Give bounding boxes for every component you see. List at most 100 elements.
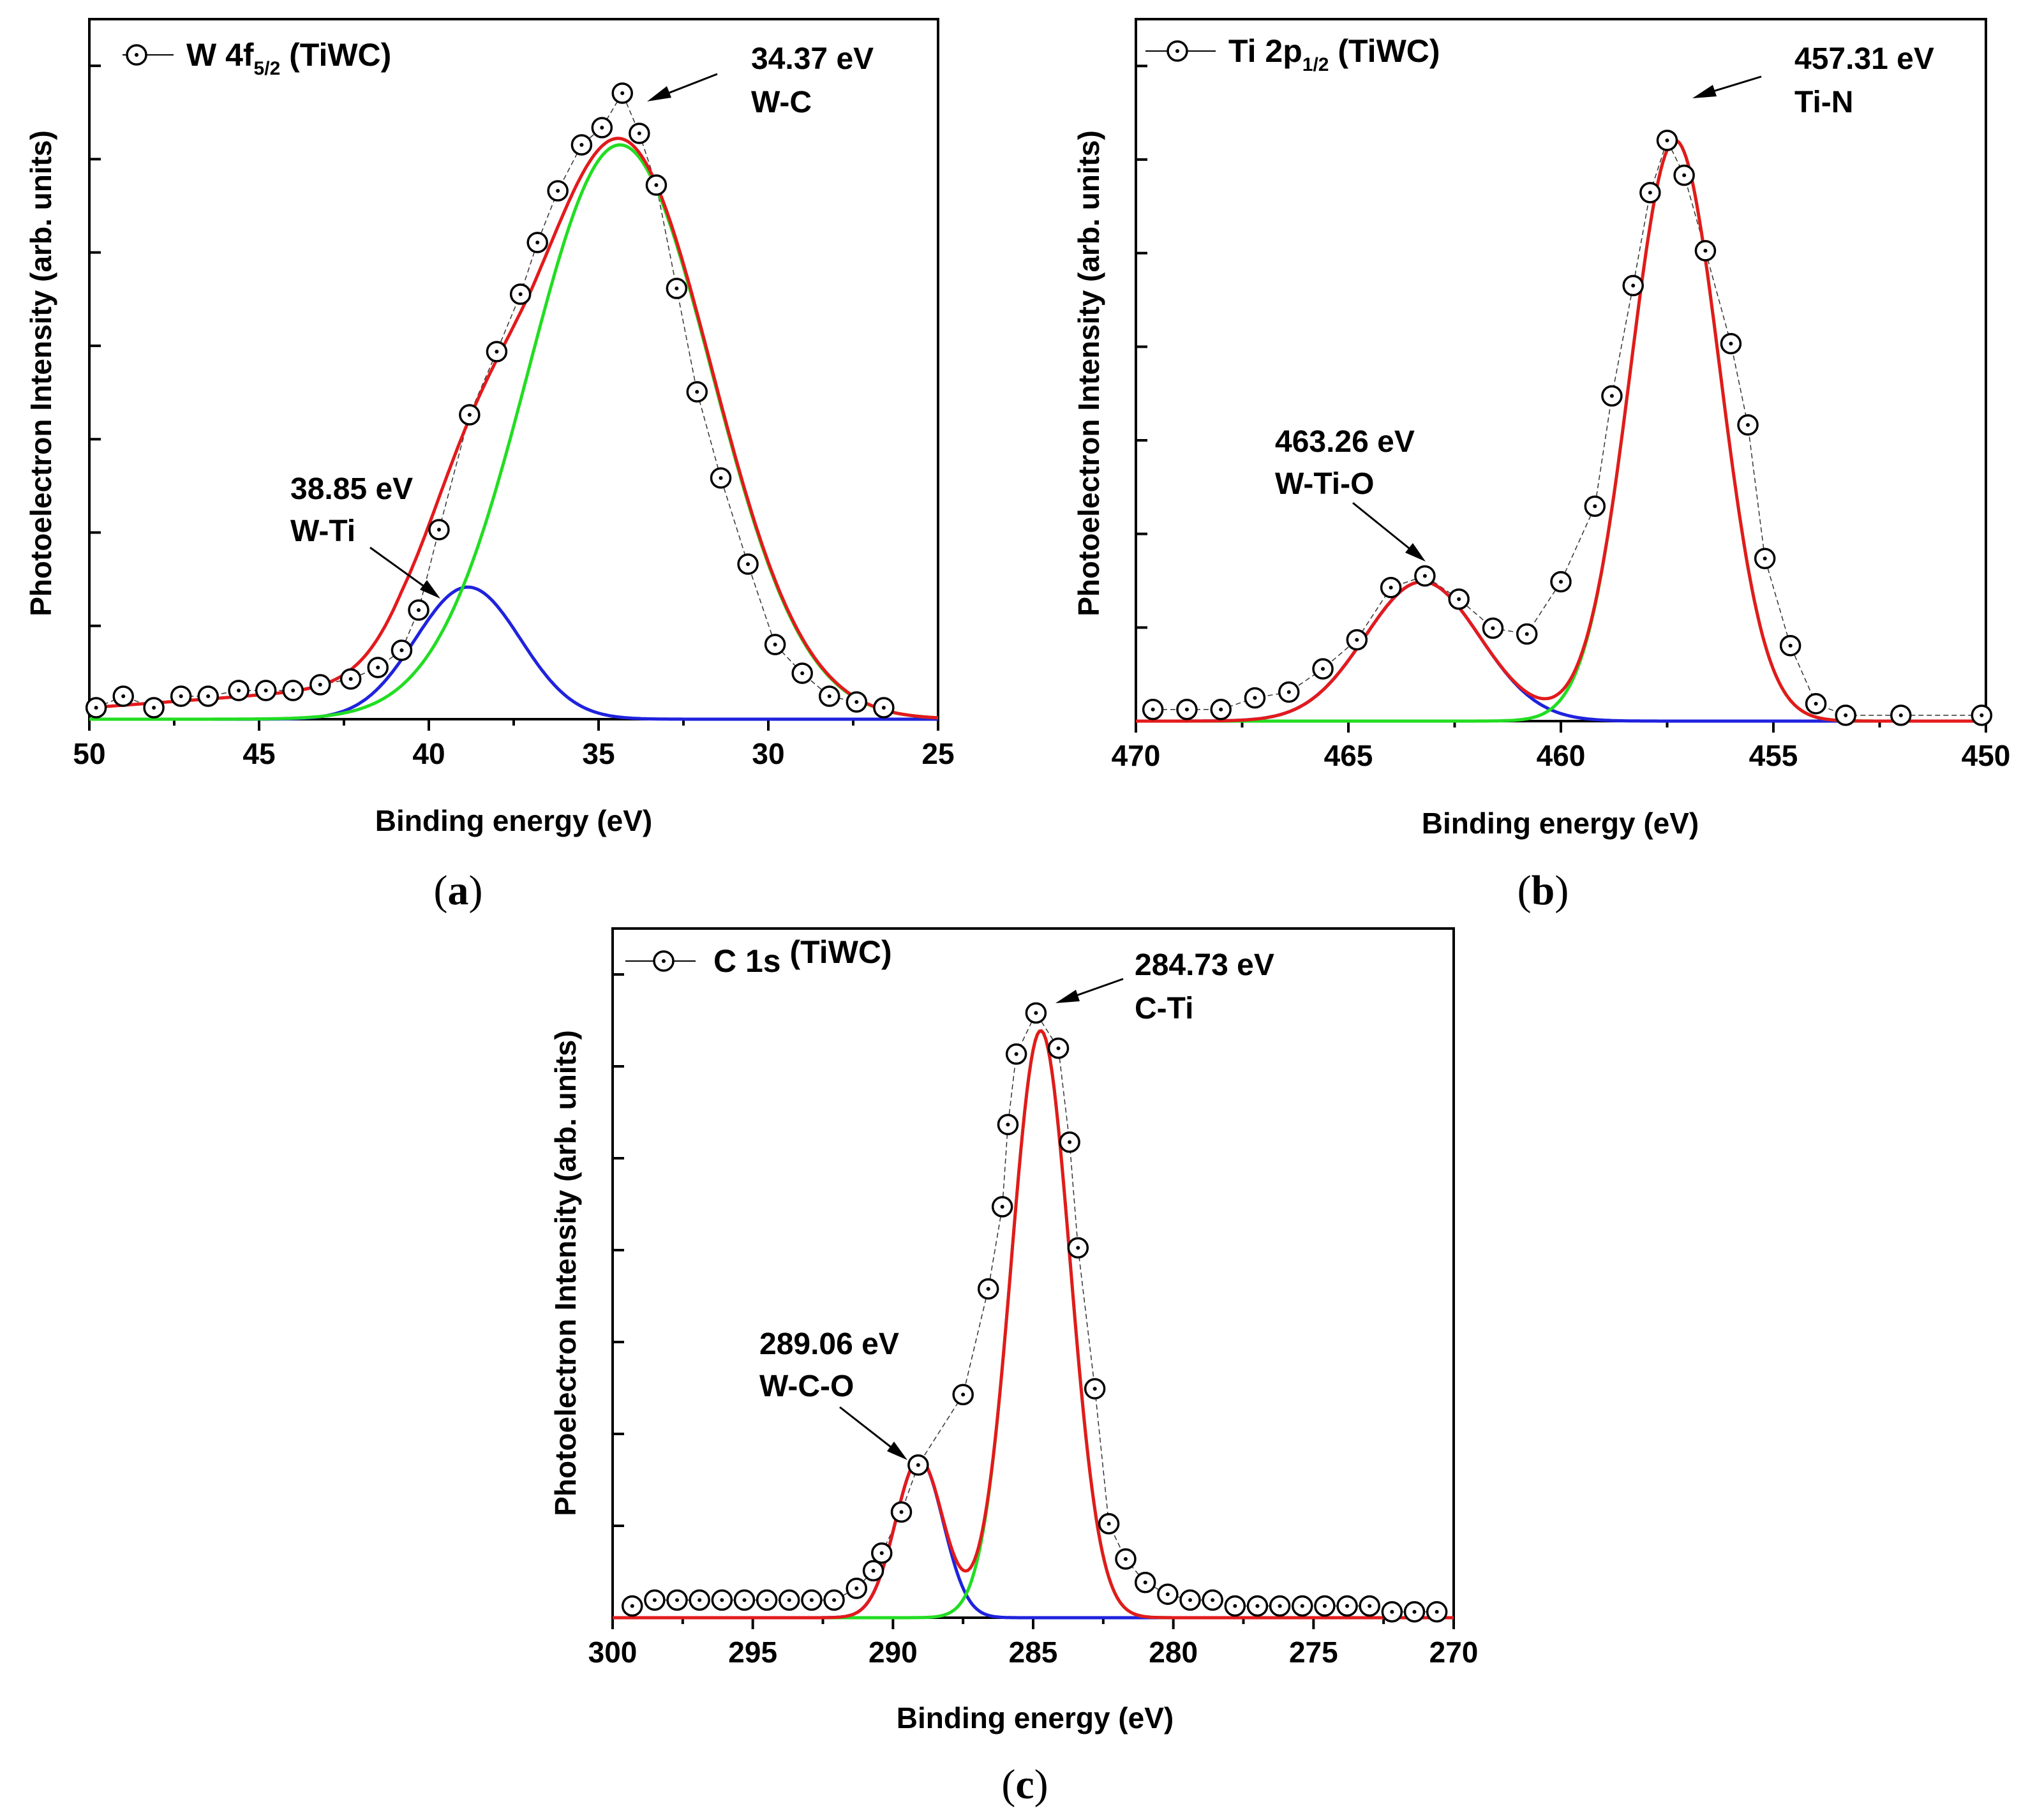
x-tick-label: 35 [582, 737, 615, 770]
data-point [977, 1278, 999, 1300]
annotation-label: W-C-O [759, 1369, 854, 1403]
data-point [666, 278, 688, 299]
data-point-dot [535, 241, 540, 244]
data-point [547, 180, 569, 202]
measured-guide-line [96, 92, 884, 708]
data-point [1025, 1002, 1047, 1024]
data-point-dot [1107, 1521, 1111, 1526]
data-point-dot [832, 1598, 837, 1602]
annotation-value: 457.31 eV [1794, 42, 1934, 76]
data-point [666, 1589, 688, 1611]
main-component-curve [1136, 138, 1986, 723]
data-point [228, 680, 250, 701]
x-tick-label: 40 [412, 737, 445, 770]
annotation-w-ti-o: 463.26 eV W-Ti-O [1275, 425, 1426, 562]
data-point-dot [1788, 643, 1793, 648]
plot-frame [611, 927, 1455, 1619]
panel-c: 300 295 290 285 280 275 270 Binding energy (eV… [549, 927, 1478, 1808]
data-point [1292, 1595, 1313, 1617]
data-point-dot [1322, 1604, 1327, 1608]
data-point-dot [1412, 1609, 1417, 1614]
data-point [1336, 1595, 1358, 1617]
data-point [1694, 240, 1717, 262]
annotation-arrow-head [647, 86, 671, 101]
panel-b: 470 465 460 455 450 Binding energy (eV) Phot… [1072, 18, 2011, 914]
data-point-dot [1068, 1140, 1072, 1144]
x-axis-label: Binding energy (eV) [375, 804, 652, 837]
annotation-arrow-head [1055, 990, 1080, 1003]
legend-label: C 1s (TiWC) [713, 934, 892, 979]
legend-marker-dot [135, 53, 138, 57]
legend-suffix: (TiWC) [781, 934, 892, 970]
data-point [1971, 705, 1993, 726]
data-point [1380, 576, 1402, 599]
y-ticks [613, 973, 624, 1527]
total-fit-curve [613, 1029, 1454, 1620]
data-point-dot [1746, 422, 1750, 427]
data-point [1482, 617, 1504, 639]
data-point-dot [1368, 1604, 1372, 1608]
data-point-dot [1525, 632, 1529, 636]
panel-a: 50 45 40 35 30 25 Binding energy (eV) Photoel… [24, 18, 955, 914]
annotation-arrow-head [1692, 85, 1717, 98]
panel-label: (c) [1001, 1761, 1048, 1808]
panel-label: (b) [1518, 867, 1569, 914]
data-point-dot [652, 1598, 657, 1602]
data-point [1210, 699, 1232, 720]
annotation-label: C-Ti [1135, 992, 1193, 1026]
data-point [1047, 1037, 1070, 1059]
data-point-dot [1014, 1052, 1018, 1056]
data-point-dot [1056, 1046, 1061, 1050]
data-point-dot [1093, 1387, 1097, 1391]
data-point [526, 232, 548, 253]
data-point-dot [94, 706, 98, 710]
data-point-dot [1390, 1609, 1394, 1614]
data-point [1448, 588, 1470, 610]
data-point [1115, 1548, 1137, 1570]
x-ticks: 50 45 40 35 30 25 [73, 719, 955, 770]
y-ticks [1136, 64, 1147, 629]
data-point [1157, 1583, 1179, 1605]
legend: Ti 2p1/2 (TiWC) [1145, 33, 1440, 75]
x-tick-label: 450 [1962, 739, 2011, 772]
data-point [1067, 1237, 1089, 1259]
data-point [1516, 623, 1538, 645]
data-point-dot [1300, 1604, 1304, 1608]
x-tick-label: 295 [728, 1636, 777, 1669]
data-point [170, 685, 192, 707]
legend-label: W 4f5/2 (TiWC) [186, 37, 391, 79]
data-point [1403, 1601, 1426, 1623]
data-point-dot [1422, 574, 1427, 578]
series-layer [1136, 130, 1993, 726]
data-point-dot [1435, 1609, 1439, 1614]
data-point-dot [854, 1586, 859, 1590]
x-axis-label: Binding energy (eV) [897, 1701, 1174, 1734]
data-point [611, 82, 633, 104]
annotation-value: 284.73 eV [1135, 948, 1274, 982]
data-point-dot [1729, 341, 1733, 346]
panel-label: (a) [434, 867, 483, 914]
data-point [823, 1589, 845, 1611]
data-point-dot [152, 706, 156, 710]
legend-subscript: 5/2 [254, 58, 281, 79]
data-point [1142, 699, 1164, 720]
data-point-dot [746, 562, 750, 566]
legend-prefix: Ti 2p [1228, 33, 1302, 69]
data-point-dot [237, 689, 241, 692]
data-point [1244, 687, 1266, 709]
series-layer [613, 1002, 1454, 1623]
data-point [571, 134, 593, 156]
data-point-dot [1345, 1604, 1350, 1608]
x-tick-label: 275 [1289, 1636, 1338, 1669]
data-point [629, 123, 650, 144]
data-point-dot [1184, 707, 1189, 712]
legend-suffix: (TiWC) [280, 37, 391, 73]
data-point-dot [1165, 1592, 1170, 1597]
data-point [779, 1589, 800, 1611]
data-point [1098, 1513, 1120, 1535]
data-point-dot [318, 683, 322, 687]
data-point [1414, 565, 1436, 587]
x-axis-label: Binding energy (eV) [1422, 807, 1699, 840]
y-axis-label: Photoelectron Intensity (arb. units) [24, 130, 57, 616]
